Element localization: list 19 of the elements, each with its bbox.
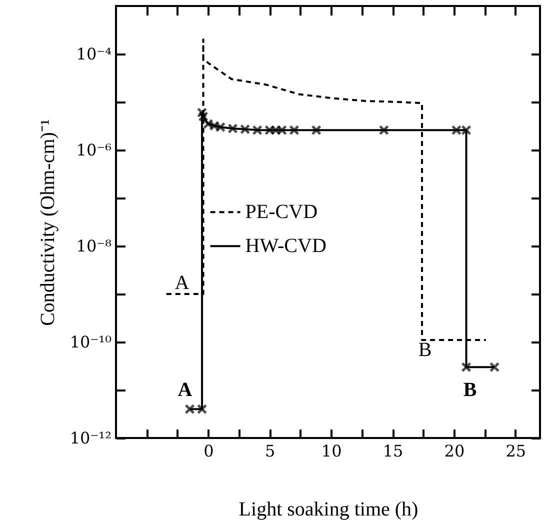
x-tick-label: 20 xyxy=(444,442,465,460)
x-tick-label: 25 xyxy=(506,442,526,460)
y-tick-label: 10⁻⁴ xyxy=(76,44,112,64)
legend-label: HW-CVD xyxy=(245,235,326,258)
y-tick-label: 10⁻¹⁰ xyxy=(70,332,112,352)
annotation: A xyxy=(174,272,190,294)
annotation: B xyxy=(418,339,432,361)
x-tick-label: 15 xyxy=(382,442,404,460)
x-tick-label: 5 xyxy=(265,442,276,460)
x-tick-label: 10 xyxy=(321,442,342,460)
y-tick-label: 10⁻⁶ xyxy=(76,140,112,160)
x-tick-label: 0 xyxy=(204,442,214,460)
y-tick-label: 10⁻⁸ xyxy=(76,236,112,256)
y-tick-label: 10⁻¹² xyxy=(70,428,112,448)
annotation: B xyxy=(463,379,477,401)
y-axis-title: Conductivity (Ohm-cm)⁻¹ xyxy=(36,119,59,326)
annotation: A xyxy=(178,379,193,401)
x-axis-title: Light soaking time (h) xyxy=(238,498,418,520)
legend-label: PE-CVD xyxy=(245,201,318,224)
